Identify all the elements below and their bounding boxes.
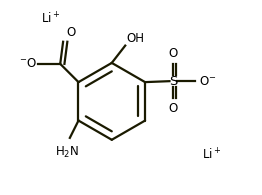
Text: O: O <box>168 47 178 60</box>
Text: H$_2$N: H$_2$N <box>55 145 79 160</box>
Text: Li$^+$: Li$^+$ <box>202 147 222 163</box>
Text: O$^{-}$: O$^{-}$ <box>199 75 217 88</box>
Text: O: O <box>168 102 178 115</box>
Text: O: O <box>66 27 75 39</box>
Text: S: S <box>169 75 177 88</box>
Text: Li$^+$: Li$^+$ <box>41 11 60 26</box>
Text: OH: OH <box>126 32 144 45</box>
Text: $^{-}$O: $^{-}$O <box>19 57 37 70</box>
